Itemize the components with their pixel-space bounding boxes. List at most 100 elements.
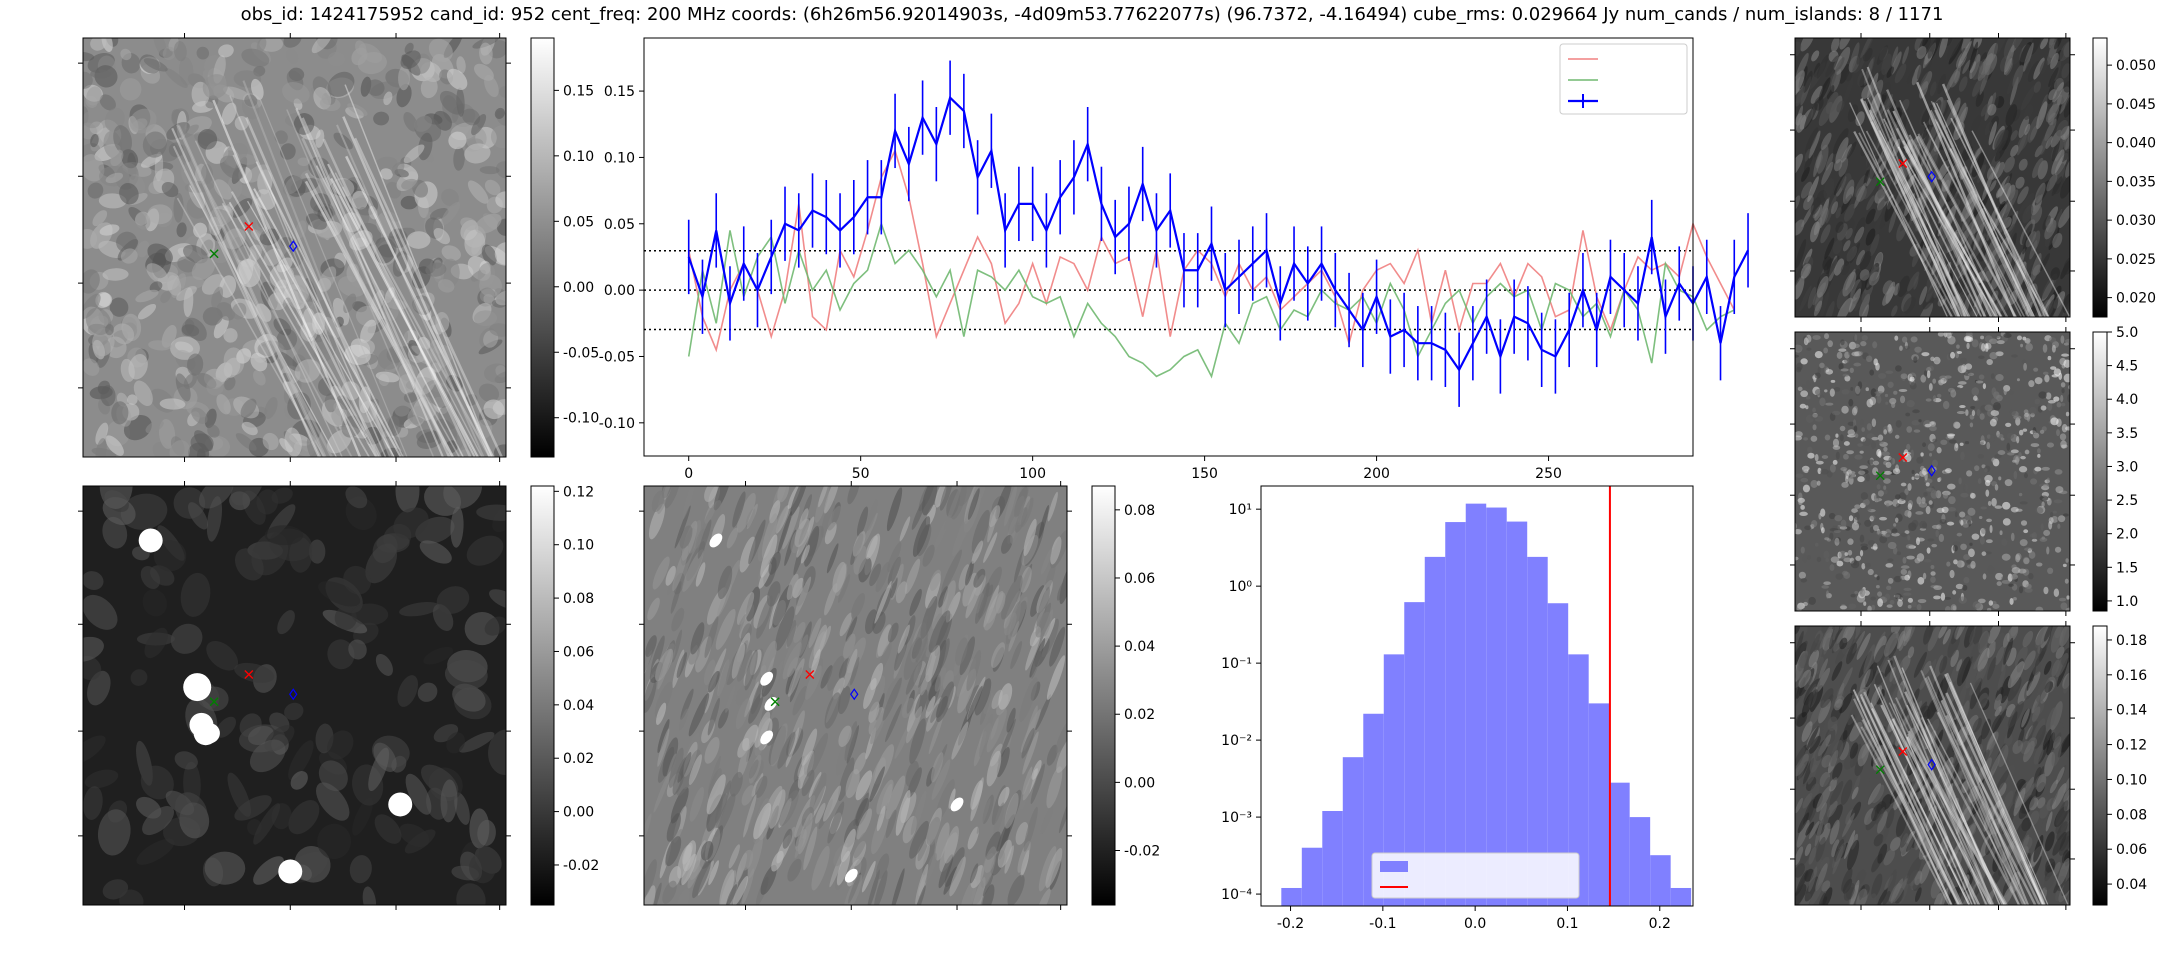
sky-blob — [1881, 53, 1892, 76]
sky-blob — [944, 486, 962, 530]
sky-blob — [905, 706, 923, 744]
sky-blob — [1890, 626, 1901, 635]
sky-blob — [1831, 839, 1840, 858]
sky-blob — [1825, 153, 1834, 171]
sky-blob — [1919, 71, 1933, 91]
sky-blob — [1980, 335, 1985, 340]
sky-blob — [1958, 477, 1962, 485]
sky-blob — [1823, 581, 1831, 586]
sky-blob — [1867, 540, 1875, 546]
sky-blob — [2024, 252, 2036, 272]
sky-blob — [375, 653, 393, 676]
sky-blob — [391, 161, 405, 175]
sky-blob — [1964, 363, 1973, 370]
sky-blob — [882, 677, 902, 721]
sky-blob — [1814, 542, 1819, 547]
sky-blob — [1851, 351, 1860, 357]
sky-stripe — [1929, 665, 2029, 905]
sky-blob — [417, 682, 438, 702]
sky-blob — [2060, 394, 2064, 403]
sky-blob — [1839, 434, 1844, 442]
sky-blob — [221, 102, 237, 125]
sky-blob — [1989, 434, 1995, 443]
sky-blob — [2010, 626, 2019, 637]
sky-blob — [1917, 598, 1927, 604]
sky-blob — [682, 840, 697, 872]
sky-blob — [120, 248, 138, 264]
sky-blob — [2046, 442, 2055, 448]
sky-blob — [1906, 443, 1911, 451]
sky-blob — [644, 813, 652, 847]
sky-blob — [1872, 644, 1887, 672]
sky-blob — [1843, 754, 1854, 770]
sky-blob — [1929, 425, 1937, 432]
sky-blob — [2018, 158, 2028, 171]
sky-blob — [2050, 267, 2061, 281]
sky-blob — [1826, 538, 1831, 542]
x-tick-label: 0.0 — [1464, 916, 1486, 932]
sky-blob — [1994, 484, 1999, 491]
sky-blob — [1842, 271, 1857, 297]
sky-blob — [656, 702, 667, 725]
sky-blob — [499, 86, 506, 98]
sky-blob — [671, 607, 685, 632]
sky-blob — [473, 310, 497, 327]
sky-blob — [250, 352, 268, 372]
sky-blob — [2030, 443, 2040, 448]
sky-blob — [1895, 365, 1902, 372]
sky-blob — [2025, 231, 2037, 248]
sky-blob — [1947, 483, 1956, 490]
sky-blob — [929, 569, 942, 591]
sky-blob — [1898, 497, 1902, 504]
sky-blob — [84, 769, 119, 789]
sky-blob — [1822, 256, 1832, 271]
y-tick-label: -0.05 — [599, 349, 635, 365]
sky-blob — [2052, 299, 2064, 317]
sky-blob — [2001, 576, 2007, 580]
sky-blob — [1977, 630, 1990, 653]
sky-blob — [2047, 402, 2053, 411]
sky-blob — [1799, 511, 1808, 517]
sky-blob — [887, 556, 901, 586]
sky-blob — [1040, 548, 1053, 575]
sky-blob — [1797, 812, 1810, 834]
sky-blob — [2023, 557, 2030, 565]
radio-source — [138, 528, 163, 553]
sky-blob — [695, 528, 706, 549]
sky-blob — [2046, 477, 2050, 484]
sky-pixels — [644, 486, 1067, 905]
sky-blob — [1825, 557, 1830, 563]
sky-blob — [1861, 427, 1865, 432]
sky-blob — [119, 889, 144, 905]
sky-blob — [1938, 379, 1944, 386]
sky-blob — [1850, 386, 1854, 391]
sky-blob — [176, 286, 197, 301]
sky-blob — [2066, 595, 2070, 600]
sky-blob — [1977, 454, 1985, 459]
sky-blob — [111, 401, 129, 425]
sky-blob — [469, 852, 496, 884]
sky-blob — [1971, 387, 1980, 396]
sky-blob — [1994, 632, 2005, 650]
sky-blob — [352, 797, 374, 836]
sky-blob — [1818, 658, 1829, 679]
colorbar-tick-label: 0.04 — [563, 698, 594, 714]
sky-blob — [2045, 831, 2055, 852]
sky-blob — [2006, 442, 2011, 451]
sky-blob — [1955, 583, 1964, 590]
sky-blob — [1900, 373, 1908, 380]
sky-blob — [1893, 523, 1897, 527]
colorbar-spike: 1.01.52.02.53.03.54.04.55.0 — [2092, 325, 2138, 612]
sky-blob — [2003, 637, 2014, 665]
sky-blob — [327, 51, 346, 67]
sky-blob — [682, 549, 704, 592]
sky-blob — [1899, 575, 1909, 580]
sky-blob — [1927, 626, 1940, 652]
sky-blob — [1925, 284, 1937, 303]
sky-blob — [1819, 362, 1825, 369]
sky-blob — [876, 805, 886, 832]
sky-blob — [1849, 742, 1859, 759]
sky-blob — [1885, 281, 1896, 304]
sky-blob — [153, 540, 187, 572]
sky-blob — [105, 323, 114, 336]
